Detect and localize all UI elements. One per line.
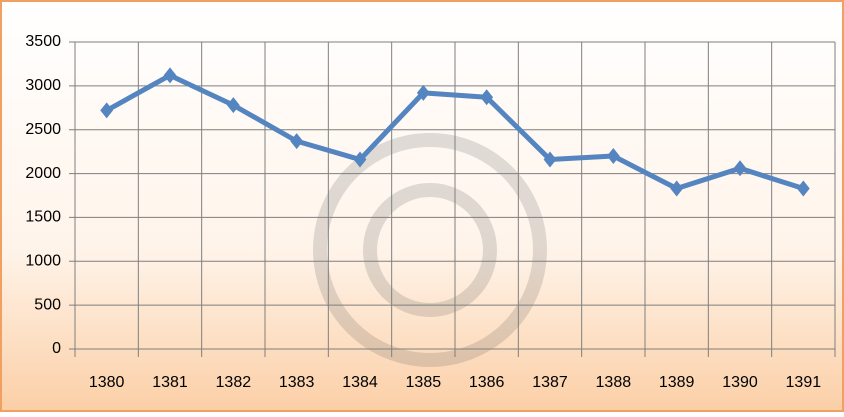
y-tick-label: 1500 (25, 209, 61, 226)
x-tick-label: 1382 (216, 374, 252, 391)
y-tick-label: 1000 (25, 253, 61, 270)
chart: 0 500 1000 1500 2000 2500 3000 3500 1380 1381 1382… (0, 0, 844, 412)
x-tick-label: 1390 (722, 374, 758, 391)
x-tick-label: 1391 (786, 374, 822, 391)
x-tick-label: 1389 (659, 374, 695, 391)
y-tick-label: 3000 (25, 77, 61, 94)
x-tick-label: 1384 (342, 374, 378, 391)
x-tick-label: 1385 (406, 374, 442, 391)
y-tick-label: 2500 (25, 121, 61, 138)
x-tick-label: 1383 (279, 374, 315, 391)
x-tick-label: 1387 (532, 374, 568, 391)
x-tick-label: 1380 (89, 374, 125, 391)
y-tick-label: 0 (52, 340, 61, 357)
y-tick-label: 3500 (25, 33, 61, 50)
y-tick-label: 2000 (25, 165, 61, 182)
y-tick-label: 500 (34, 296, 61, 313)
x-tick-label: 1386 (469, 374, 505, 391)
x-tick-label: 1381 (152, 374, 188, 391)
x-tick-label: 1388 (596, 374, 632, 391)
